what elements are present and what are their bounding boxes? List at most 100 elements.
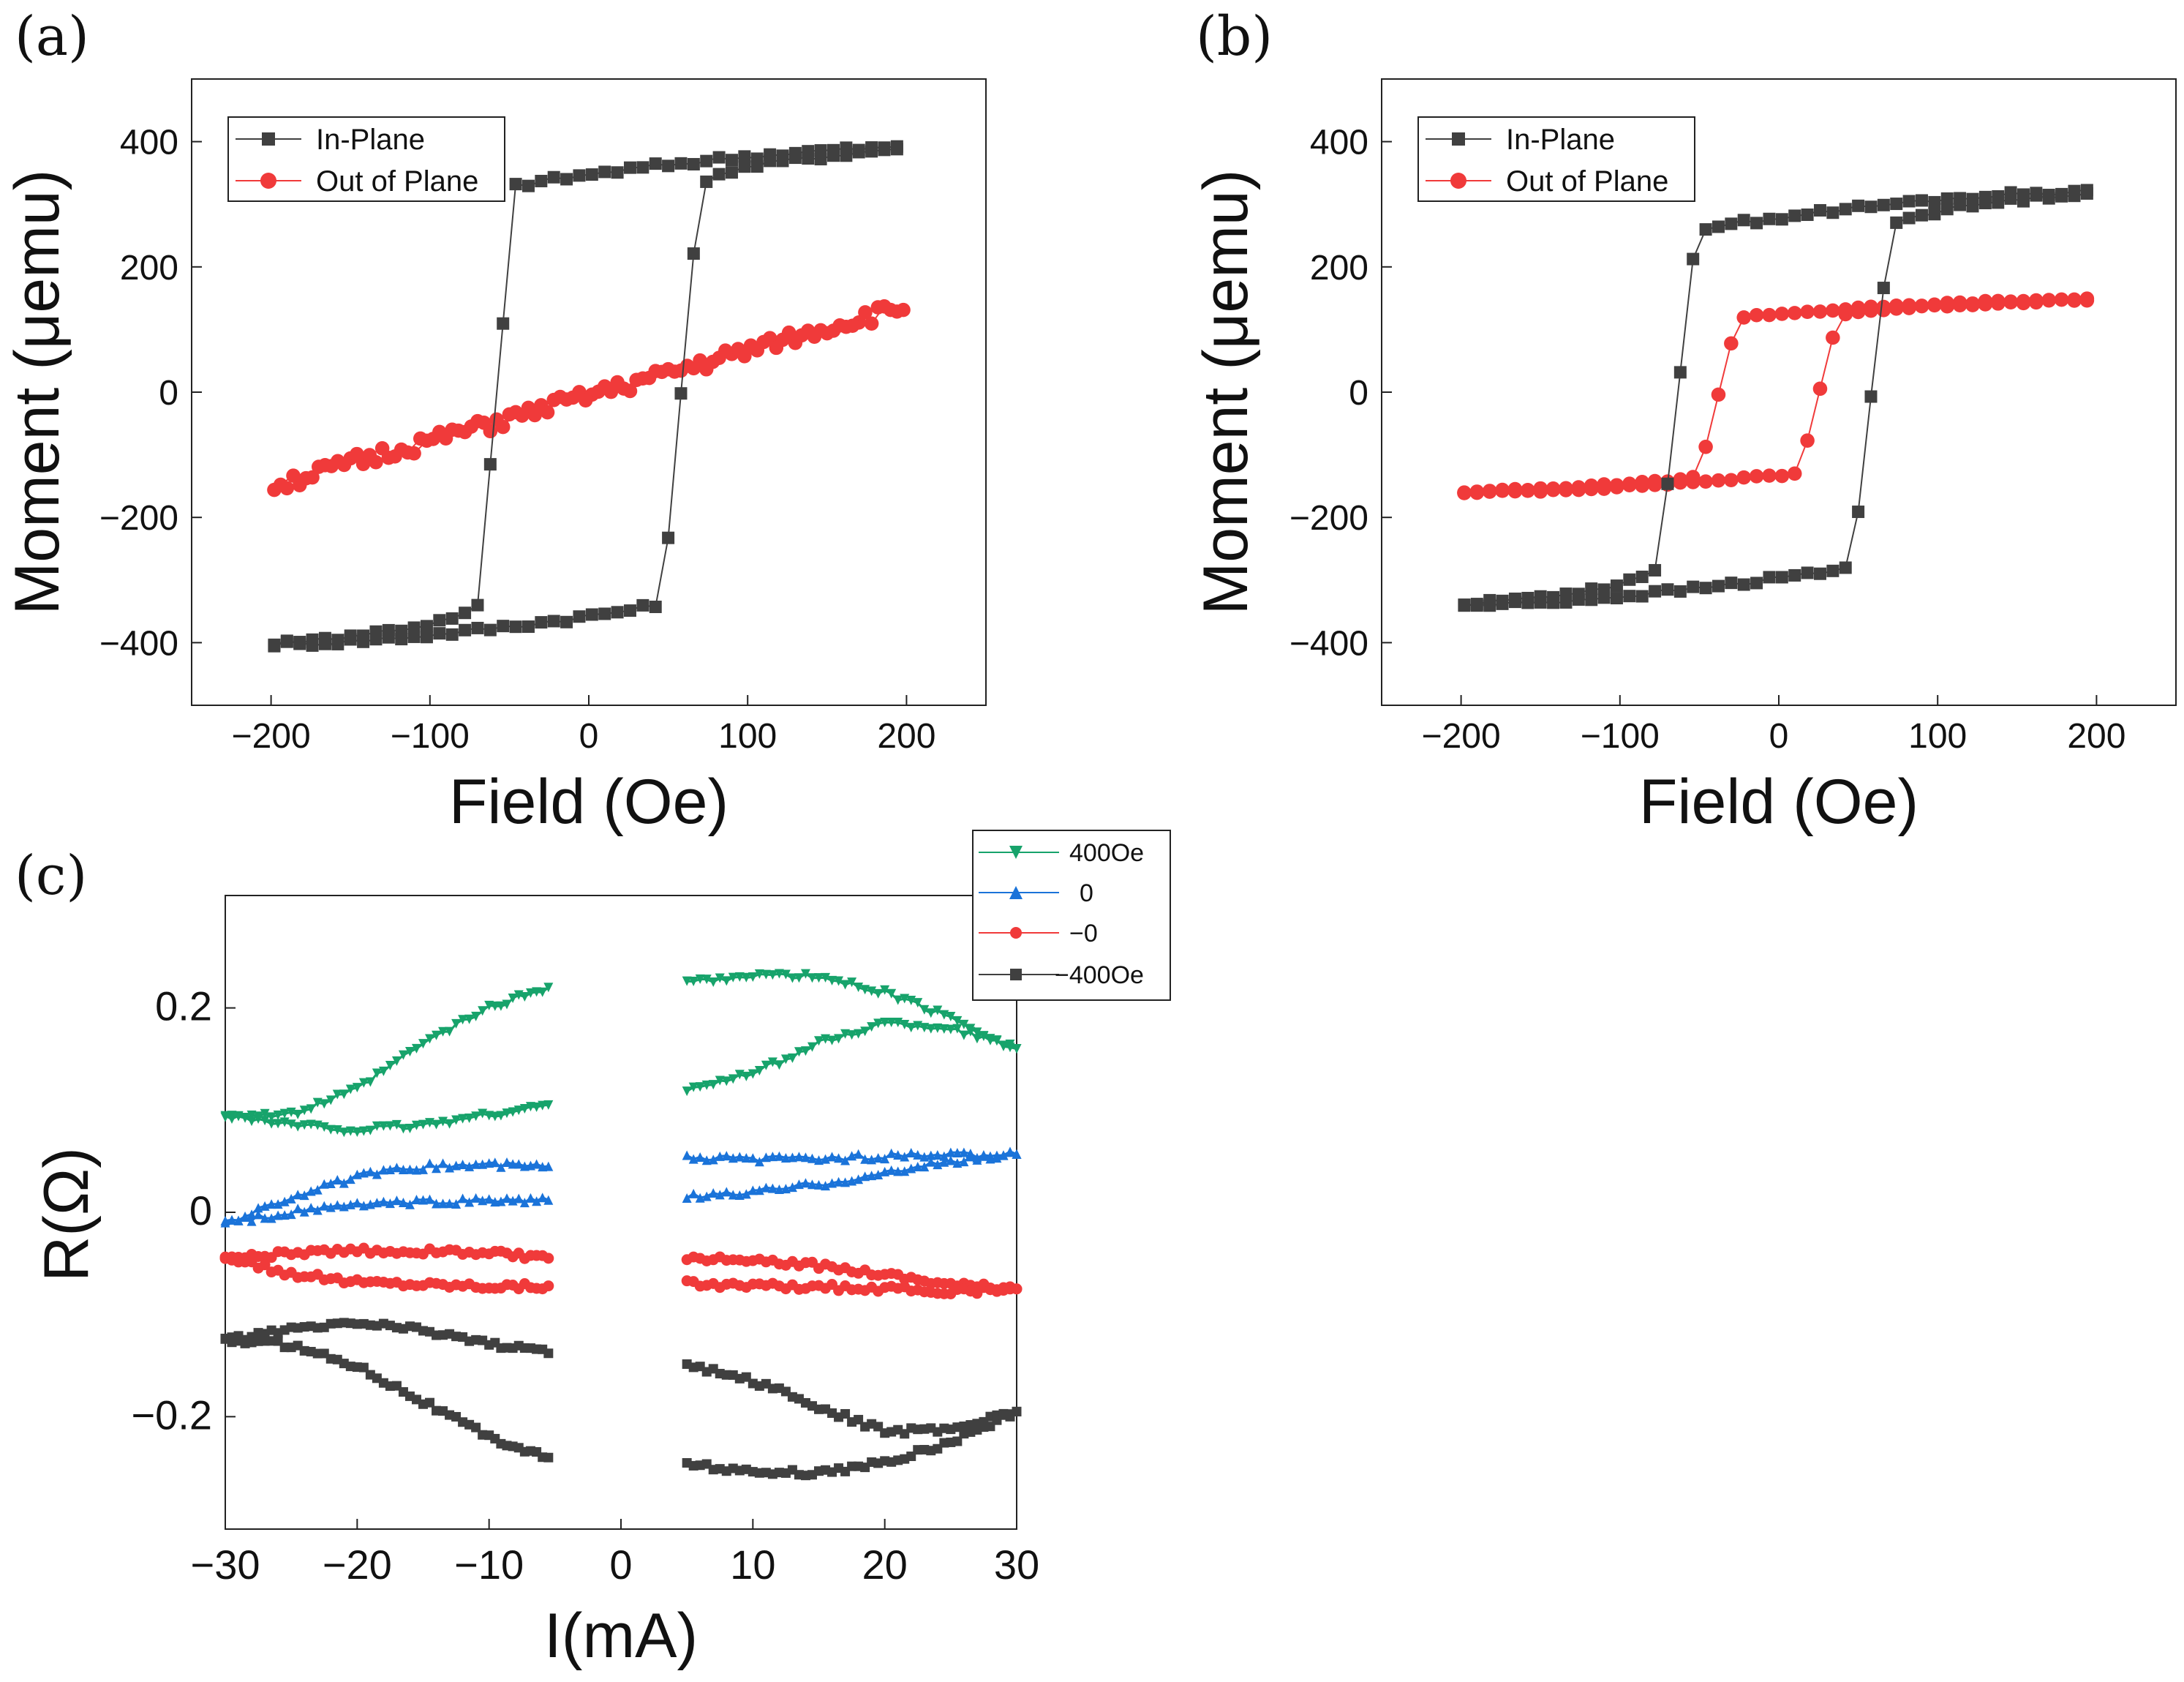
c-series-1-branch-0-point <box>339 1178 349 1188</box>
c-series-1-branch-1-point <box>220 1215 230 1225</box>
a-in-plane-point <box>547 615 560 628</box>
a-in-plane-point <box>420 631 433 644</box>
c-series-1-branch-3-point <box>979 1151 989 1161</box>
c-series-1-branch-1-point <box>293 1204 303 1214</box>
c-series-0-branch-2-point <box>715 973 725 983</box>
c-series-0-branch-3-point <box>834 1034 844 1044</box>
c-series-0-branch-2-point <box>893 995 903 1005</box>
b-out-of-plane-point <box>1940 296 1955 310</box>
y-axis-label-b: Moment (μemu) <box>1191 170 1261 615</box>
c-series-0-branch-0-point <box>451 1018 462 1029</box>
c-series-0-branch-1-point <box>458 1114 468 1124</box>
c-series-0-branch-1-point <box>325 1125 336 1135</box>
b-out-of-plane-point <box>1889 298 1904 313</box>
b-out-of-plane-point <box>1812 304 1828 319</box>
legend-inplane-a: In-Plane <box>316 124 425 156</box>
b-out-of-plane-point <box>1495 482 1510 498</box>
c-series-1-branch-2-point <box>787 1152 797 1163</box>
b-in-plane-point <box>1813 567 1826 580</box>
b-out-of-plane-point <box>1457 485 1472 500</box>
b-in-plane-point <box>1610 579 1623 593</box>
a-in-plane-point <box>344 629 357 642</box>
c-series-1-branch-2-point <box>734 1152 745 1162</box>
c-series-0-branch-0-point <box>352 1083 362 1093</box>
c-series-1-branch-0-point <box>365 1166 375 1176</box>
a-in-plane-point <box>865 141 878 154</box>
b-in-plane-point <box>1852 506 1865 519</box>
c-series-0-branch-3-point <box>965 1026 976 1037</box>
c-series-2-branch-3-point <box>1011 1283 1023 1295</box>
c-series-0-branch-0-point <box>372 1068 382 1078</box>
c-series-0-branch-1-point <box>358 1126 369 1136</box>
c-series-0-branch-1-point <box>464 1114 475 1124</box>
panel-c: (c) −30 −20 −10 0 10 20 30−0.200.2 I(mA) R(Ω) … <box>15 830 1171 1671</box>
c-series-1-branch-3-point <box>814 1179 824 1190</box>
c-series-0-branch-3-point <box>998 1041 1009 1051</box>
b-in-plane-point <box>1826 206 1840 219</box>
a-out-of-plane-point <box>883 302 898 318</box>
c-series-0-branch-3-point <box>1012 1044 1022 1054</box>
b-in-plane-point <box>1902 195 1916 208</box>
c-series-1-branch-2-point <box>701 1155 712 1165</box>
c-y-tick-label: −0.2 <box>131 1392 212 1438</box>
b-x-tick-label: 0 <box>1769 717 1789 756</box>
a-in-plane-point <box>471 621 484 634</box>
c-series-0-branch-0-point <box>490 1001 500 1011</box>
x-axis-label-a: Field (Oe) <box>449 767 728 837</box>
b-in-plane-point <box>1801 209 1814 222</box>
c-series-0-branch-3-point <box>688 1082 698 1092</box>
c-series-1-branch-1-point <box>391 1195 402 1206</box>
a-in-plane-point <box>357 629 370 642</box>
a-in-plane-point <box>497 317 510 330</box>
c-series-0-branch-2-point <box>913 998 923 1008</box>
c-series-1-branch-0-point <box>502 1157 512 1167</box>
a-in-plane-point <box>750 152 764 165</box>
c-series-1-branch-0-point <box>532 1159 542 1169</box>
a-in-plane-point <box>636 161 649 174</box>
c-series-0-branch-2-point <box>919 1005 930 1015</box>
c-series-1-branch-2-point <box>754 1157 764 1167</box>
c-series-1-branch-3-point <box>807 1179 817 1190</box>
c-series-1-branch-2-point <box>860 1154 870 1164</box>
c-series-0-branch-3-point <box>761 1060 771 1070</box>
c-series-0-branch-3-point <box>906 1023 916 1033</box>
panel-label-c: (c) <box>15 844 87 907</box>
b-in-plane-point <box>1877 282 1890 295</box>
c-series-0-branch-0-point <box>411 1043 421 1054</box>
a-out-of-plane-point <box>655 364 669 380</box>
b-out-of-plane-point <box>2041 293 2057 307</box>
c-series-0-branch-3-point <box>695 1082 705 1092</box>
c-x-tick-label: −20 <box>323 1542 392 1588</box>
b-out-of-plane-point <box>1533 481 1548 496</box>
c-series-0-branch-0-point <box>332 1089 342 1100</box>
c-series-0-branch-3-point <box>860 1026 870 1037</box>
a-in-plane-point <box>738 160 751 173</box>
b-in-plane-point <box>1763 212 1776 225</box>
c-series-0-branch-2-point <box>767 970 777 980</box>
c-series-0-branch-3-point <box>794 1047 804 1057</box>
c-series-1-branch-1-point <box>299 1206 309 1217</box>
c-series-0-branch-2-point <box>734 972 745 982</box>
c-series-0-branch-2-point <box>821 972 831 983</box>
b-in-plane-point <box>1623 590 1636 603</box>
b-in-plane-point <box>1496 594 1509 607</box>
a-out-of-plane-point <box>667 364 682 379</box>
c-series-0-branch-1-point <box>404 1124 415 1134</box>
c-series-1-branch-1-point <box>438 1198 448 1209</box>
legend-b: In-Plane Out of Plane <box>1417 116 1695 202</box>
c-series-0-branch-0-point <box>478 1006 488 1016</box>
c-series-1-branch-1-point <box>418 1195 428 1205</box>
c-series-0-branch-2-point <box>787 973 797 983</box>
b-out-of-plane-point <box>2067 292 2082 307</box>
a-x-tick-label: 200 <box>877 717 935 756</box>
b-in-plane-point <box>1864 200 1878 214</box>
c-series-3-branch-1-point <box>425 1397 435 1408</box>
a-in-plane-point <box>764 148 777 161</box>
b-in-plane-point <box>1852 199 1865 212</box>
c-series-1-branch-0-point <box>279 1196 290 1206</box>
a-in-plane-point <box>560 615 573 628</box>
c-series-1-branch-0-point <box>293 1190 303 1200</box>
c-series-0-branch-0-point <box>325 1095 336 1105</box>
b-out-of-plane-point <box>1711 387 1726 402</box>
b-in-plane-point <box>1775 571 1788 584</box>
